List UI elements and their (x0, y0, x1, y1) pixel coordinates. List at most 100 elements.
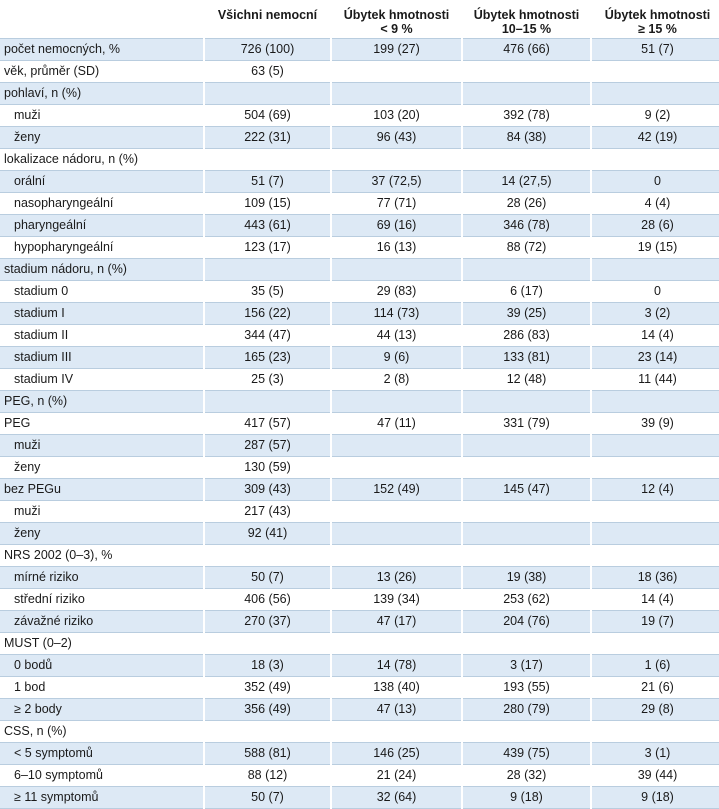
table-row: ženy 92 (41) (0, 522, 719, 544)
table-cell: 103 (20) (332, 104, 461, 126)
table-cell (463, 258, 590, 280)
table-row: < 5 symptomů 588 (81) 146 (25) 439 (75) 3 (1… (0, 742, 719, 764)
table-cell (592, 632, 719, 654)
header-cell-all-patients: Všichni nemocní (205, 0, 330, 38)
table-cell: 193 (55) (463, 676, 590, 698)
table-row: stadium III 165 (23) 9 (6) 133 (81) 23 (14) (0, 346, 719, 368)
table-cell: 417 (57) (205, 412, 330, 434)
table-cell: 0 (592, 170, 719, 192)
table-cell: 287 (57) (205, 434, 330, 456)
row-label: lokalizace nádoru, n (%) (0, 148, 203, 170)
table-cell: 4 (4) (592, 192, 719, 214)
header-text: Úbytek hmotnosti ≥ 15 % (604, 8, 711, 36)
table-row: stadium II 344 (47) 44 (13) 286 (83) 14 (4) (0, 324, 719, 346)
row-label: hypopharyngeální (0, 236, 203, 258)
table-cell: 204 (76) (463, 610, 590, 632)
row-label: mírné riziko (0, 566, 203, 588)
row-label: závažné riziko (0, 610, 203, 632)
table-cell (592, 258, 719, 280)
table-cell: 439 (75) (463, 742, 590, 764)
table-cell (332, 60, 461, 82)
table-cell: 18 (3) (205, 654, 330, 676)
row-label: ženy (0, 126, 203, 148)
header-cell-weight-loss-10-15: Úbytek hmotnosti 10–15 % (463, 0, 590, 38)
table-cell (205, 258, 330, 280)
table-cell (332, 434, 461, 456)
table-cell (463, 544, 590, 566)
row-label: muži (0, 500, 203, 522)
table-cell: 1 (6) (592, 654, 719, 676)
table-row: muži 287 (57) (0, 434, 719, 456)
table-row: hypopharyngeální 123 (17) 16 (13) 88 (72) 19… (0, 236, 719, 258)
row-label: muži (0, 434, 203, 456)
table-row: lokalizace nádoru, n (%) (0, 148, 719, 170)
table-cell: 9 (6) (332, 346, 461, 368)
table-cell: 280 (79) (463, 698, 590, 720)
row-label: 6–10 symptomů (0, 764, 203, 786)
table-cell: 13 (26) (332, 566, 461, 588)
table-cell: 346 (78) (463, 214, 590, 236)
table-cell: 139 (34) (332, 588, 461, 610)
table-cell: 156 (22) (205, 302, 330, 324)
row-label: stadium II (0, 324, 203, 346)
row-label: bez PEGu (0, 478, 203, 500)
table-cell: 44 (13) (332, 324, 461, 346)
table-cell (463, 720, 590, 742)
table-cell: 6 (17) (463, 280, 590, 302)
table-cell: 352 (49) (205, 676, 330, 698)
table-cell (592, 522, 719, 544)
row-label: PEG (0, 412, 203, 434)
table-cell (332, 522, 461, 544)
table-cell: 286 (83) (463, 324, 590, 346)
table-cell: 39 (44) (592, 764, 719, 786)
table-cell: 23 (14) (592, 346, 719, 368)
table-cell: 588 (81) (205, 742, 330, 764)
table-cell (592, 500, 719, 522)
table-row: pharyngeální 443 (61) 69 (16) 346 (78) 28 (6… (0, 214, 719, 236)
table-cell: 92 (41) (205, 522, 330, 544)
table-row: CSS, n (%) (0, 720, 719, 742)
table-cell (463, 390, 590, 412)
table-cell (205, 390, 330, 412)
table-cell: 19 (38) (463, 566, 590, 588)
table-cell: 2 (8) (332, 368, 461, 390)
table-row: ženy 130 (59) (0, 456, 719, 478)
table-cell (205, 82, 330, 104)
table-row: pohlaví, n (%) (0, 82, 719, 104)
table-cell: 12 (4) (592, 478, 719, 500)
table-cell: 406 (56) (205, 588, 330, 610)
table-cell: 14 (4) (592, 324, 719, 346)
table-cell: 19 (7) (592, 610, 719, 632)
table-cell (592, 544, 719, 566)
table-row: nasopharyngeální 109 (15) 77 (71) 28 (26) 4 … (0, 192, 719, 214)
table-cell (205, 544, 330, 566)
row-label: NRS 2002 (0–3), % (0, 544, 203, 566)
table-cell: 3 (1) (592, 742, 719, 764)
table-cell: 12 (48) (463, 368, 590, 390)
table-cell: 88 (72) (463, 236, 590, 258)
table-cell: 50 (7) (205, 786, 330, 809)
table-cell: 21 (24) (332, 764, 461, 786)
header-text: Úbytek hmotnosti < 9 % (343, 8, 450, 36)
table-cell: 19 (15) (592, 236, 719, 258)
table-row: závažné riziko 270 (37) 47 (17) 204 (76) 19 … (0, 610, 719, 632)
table-cell: 0 (592, 280, 719, 302)
table-cell: 14 (27,5) (463, 170, 590, 192)
table-cell: 25 (3) (205, 368, 330, 390)
table-cell (205, 720, 330, 742)
table-cell (592, 82, 719, 104)
row-label: < 5 symptomů (0, 742, 203, 764)
table-cell (463, 148, 590, 170)
table-cell: 165 (23) (205, 346, 330, 368)
header-cell-weight-loss-ge15: Úbytek hmotnosti ≥ 15 % (592, 0, 719, 38)
table-cell (463, 632, 590, 654)
table-row: PEG, n (%) (0, 390, 719, 412)
table-cell (592, 434, 719, 456)
table-cell: 114 (73) (332, 302, 461, 324)
table-row: MUST (0–2) (0, 632, 719, 654)
table-row: stadium 0 35 (5) 29 (83) 6 (17) 0 (0, 280, 719, 302)
table-cell: 69 (16) (332, 214, 461, 236)
row-label: stadium IV (0, 368, 203, 390)
table-cell: 77 (71) (332, 192, 461, 214)
